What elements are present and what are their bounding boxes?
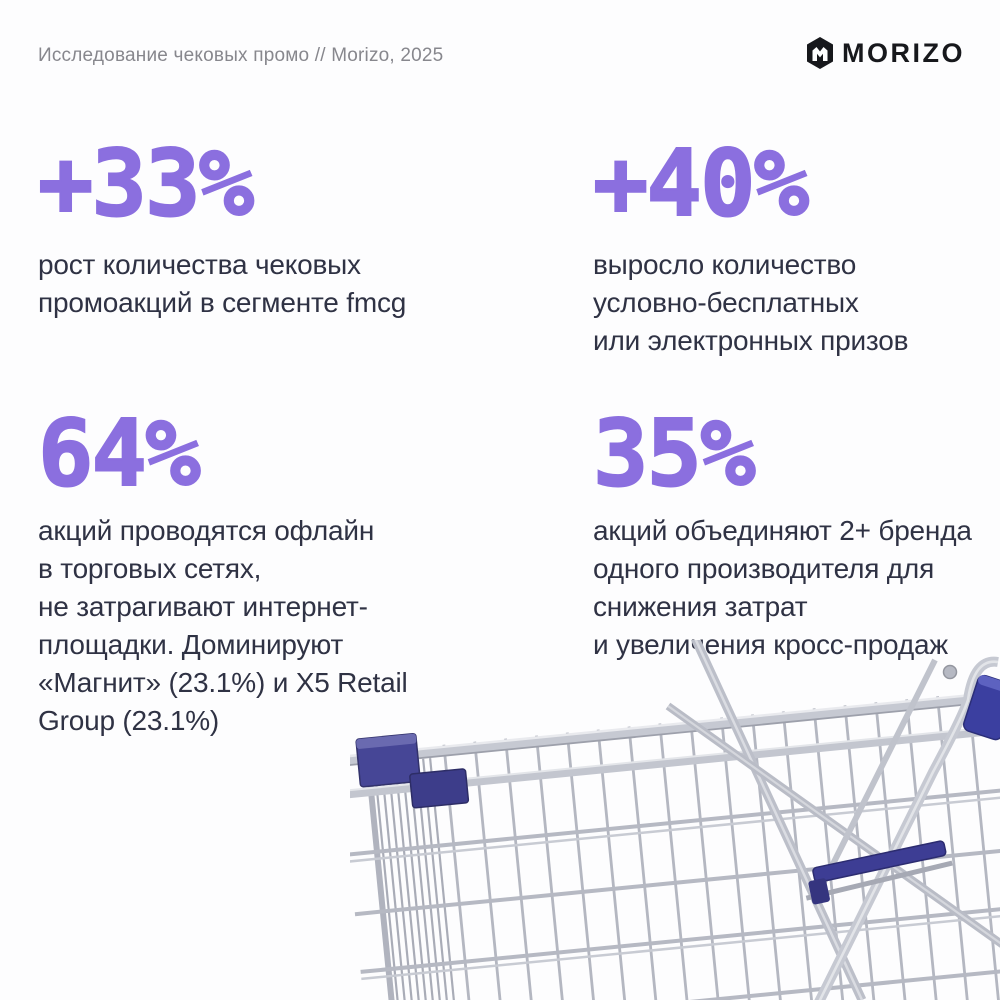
stat-description: рост количества чековых промоакций в сег… (38, 249, 407, 318)
cart-handle-grip (962, 674, 1000, 741)
morizo-hexagon-m-icon (806, 37, 834, 69)
stat-description: выросло количество условно-бесплатных ил… (593, 249, 909, 356)
shopping-cart-image (350, 640, 1000, 1000)
stat-value: 35% (592, 400, 756, 507)
cart-blue-clip (409, 768, 470, 809)
stat-description: акций объединяют 2+ бренда одного произв… (593, 515, 972, 660)
cart-blue-bracket (805, 840, 953, 905)
stat-value: +40% (592, 130, 810, 237)
report-title: Исследование чековых промо // Morizo, 20… (38, 45, 444, 66)
stat-value: 64% (37, 400, 201, 507)
stat-multi-brand-share: 35% акций объединяют 2+ бренда одного пр… (592, 400, 1000, 661)
cart-frame-diagonals (665, 640, 1000, 1000)
cart-handle (814, 656, 1000, 1000)
morizo-logo: MORIZO (806, 36, 965, 70)
stat-offline-share: 64% акций проводятся офлайн в торговых с… (37, 400, 578, 737)
morizo-logo-text: MORIZO (842, 38, 965, 68)
stat-value: +33% (37, 130, 255, 237)
stat-description: акций проводятся офлайн в торговых сетях… (38, 515, 408, 736)
stat-receipt-promo-growth: +33% рост количества чековых промоакций … (37, 130, 558, 319)
cart-blue-corner-cap (355, 732, 421, 788)
stat-free-digital-prizes-growth: +40% выросло количество условно-бесплатн… (592, 130, 1000, 357)
